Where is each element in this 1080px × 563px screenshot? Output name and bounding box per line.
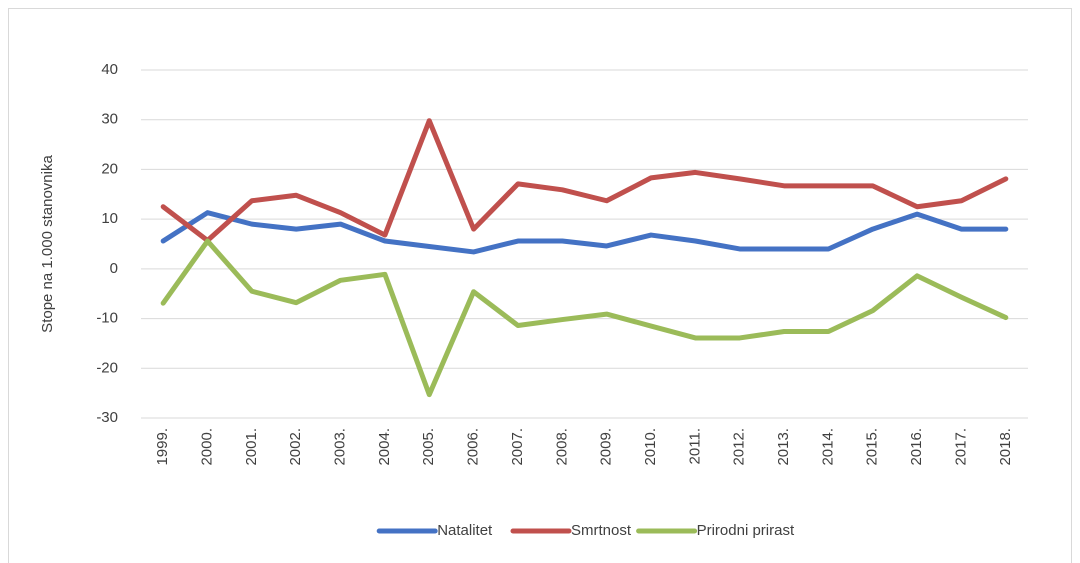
x-tick-label: 2014. — [819, 428, 836, 466]
y-tick-label: 20 — [101, 160, 118, 177]
x-tick-label: 2013. — [775, 428, 792, 466]
y-tick-label: 10 — [101, 210, 118, 227]
x-tick-label: 2008. — [553, 428, 570, 466]
x-tick-label: 2016. — [908, 428, 925, 466]
x-tick-label: 2004. — [376, 428, 393, 466]
x-tick-label: 2002. — [287, 428, 304, 466]
legend-label: Smrtnost — [571, 522, 632, 539]
y-tick-label: -30 — [96, 409, 118, 426]
y-tick-label: 0 — [110, 260, 118, 277]
y-tick-label: 40 — [101, 61, 118, 78]
x-tick-label: 2010. — [642, 428, 659, 466]
x-tick-label: 2006. — [465, 428, 482, 466]
legend-label: Prirodni prirast — [697, 522, 795, 539]
y-axis-label: Stope na 1.000 stanovnika — [39, 155, 56, 333]
x-tick-label: 2015. — [864, 428, 881, 466]
series-line — [160, 118, 1009, 244]
x-tick-label: 2005. — [420, 428, 437, 466]
x-tick-label: 1999. — [154, 428, 171, 466]
x-tick-label: 2017. — [952, 428, 969, 466]
x-tick-label: 2001. — [243, 428, 260, 466]
y-tick-label: -20 — [96, 359, 118, 376]
x-tick-label: 2007. — [509, 428, 526, 466]
x-tick-label: 2003. — [332, 428, 349, 466]
x-tick-label: 2011. — [686, 428, 703, 464]
legend-label: Natalitet — [437, 522, 493, 539]
y-tick-label: 30 — [101, 111, 118, 128]
x-tick-label: 2009. — [598, 428, 615, 466]
series-line — [160, 210, 1009, 255]
chart-border — [8, 8, 1072, 563]
series-line — [160, 238, 1009, 398]
x-tick-label: 2012. — [731, 428, 748, 466]
x-tick-label: 2000. — [198, 428, 215, 466]
y-tick-label: -10 — [96, 310, 118, 327]
x-tick-label: 2018. — [997, 428, 1014, 466]
